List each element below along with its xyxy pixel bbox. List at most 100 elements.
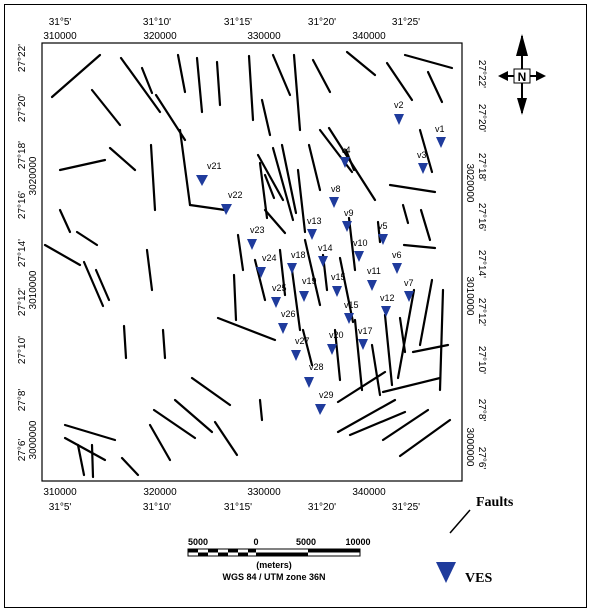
top-degree-label: 31°20' bbox=[308, 17, 336, 28]
fault-line bbox=[75, 230, 99, 247]
fault-line bbox=[76, 443, 86, 477]
ves-label: v22 bbox=[228, 190, 243, 200]
ves-marker bbox=[378, 234, 388, 245]
fault-line bbox=[258, 161, 269, 220]
ves-label: v11 bbox=[367, 266, 381, 276]
fault-line bbox=[385, 61, 414, 102]
top-degree-label: 31°15' bbox=[224, 17, 252, 28]
scale-tick: 5000 bbox=[296, 537, 316, 547]
north-arrow-icon: N bbox=[498, 34, 546, 115]
fault-line bbox=[263, 208, 287, 235]
fault-line bbox=[292, 53, 302, 132]
ves-label: v23 bbox=[250, 225, 265, 235]
fault-line bbox=[90, 443, 95, 479]
fault-line bbox=[418, 278, 434, 347]
ves-label: v10 bbox=[353, 238, 368, 248]
ves-label: v17 bbox=[358, 326, 373, 336]
bottom-utm-label: 310000 bbox=[43, 487, 77, 498]
fault-line bbox=[383, 313, 394, 387]
right-axis: 27°22' 27°20' 27°18' 27°16' 27°14' 27°12… bbox=[464, 60, 487, 469]
fault-line bbox=[301, 328, 314, 367]
scale-tick: 10000 bbox=[345, 537, 370, 547]
map-border bbox=[41, 42, 463, 482]
bottom-utm-label: 340000 bbox=[352, 487, 386, 498]
scale-unit: (meters) bbox=[256, 560, 292, 570]
fault-line bbox=[419, 208, 432, 242]
fault-line bbox=[119, 56, 162, 114]
ves-label: v29 bbox=[319, 390, 334, 400]
right-degree-label: 27°14' bbox=[476, 250, 487, 278]
fault-line bbox=[353, 318, 364, 392]
fault-line bbox=[145, 248, 154, 292]
ves-marker bbox=[327, 344, 337, 355]
fault-line bbox=[426, 70, 444, 104]
top-degree-label: 31°10' bbox=[143, 17, 171, 28]
ves-marker bbox=[367, 280, 377, 291]
left-axis: 27°22' 27°20' 27°18' 27°16' 27°14' 27°12… bbox=[17, 44, 39, 461]
right-degree-label: 27°6' bbox=[476, 447, 487, 470]
fault-line bbox=[236, 233, 245, 272]
fault-line bbox=[43, 243, 82, 267]
ves-marker bbox=[394, 114, 404, 125]
fault-line bbox=[381, 408, 430, 442]
fault-line bbox=[258, 398, 264, 422]
fault-line bbox=[370, 343, 382, 397]
ves-label: v26 bbox=[281, 309, 296, 319]
right-degree-label: 27°8' bbox=[476, 399, 487, 422]
fault-line bbox=[176, 53, 187, 94]
ves-marker bbox=[318, 256, 328, 267]
scale-tick: 5000 bbox=[188, 537, 208, 547]
ves-marker bbox=[278, 323, 288, 334]
ves-label: v20 bbox=[329, 330, 344, 340]
right-degree-label: 27°22' bbox=[476, 60, 487, 88]
fault-line bbox=[398, 418, 452, 458]
top-utm-label: 320000 bbox=[143, 31, 177, 42]
fault-line bbox=[122, 324, 128, 360]
fault-line bbox=[396, 288, 416, 380]
fault-line bbox=[50, 53, 102, 99]
legend-fault-line bbox=[449, 509, 471, 534]
ves-labels: v1 v2 v3 v4 v5 v6 v7 v8 v9 v10 v11 v12 v… bbox=[207, 100, 445, 400]
fault-line bbox=[148, 423, 172, 462]
left-utm-label: 3010000 bbox=[28, 270, 39, 309]
fault-line bbox=[216, 316, 277, 342]
fault-line bbox=[178, 128, 192, 207]
ves-label: v21 bbox=[207, 161, 222, 171]
ves-marker bbox=[332, 286, 342, 297]
fault-line bbox=[336, 398, 397, 434]
fault-line bbox=[188, 203, 227, 212]
fault-line bbox=[263, 173, 276, 200]
fault-lines bbox=[43, 50, 454, 479]
legend: Faults VES bbox=[436, 495, 514, 586]
fault-line bbox=[381, 376, 442, 394]
top-degree-label: 31°5' bbox=[49, 17, 72, 28]
legend-faults-label: Faults bbox=[476, 495, 514, 510]
fault-line bbox=[63, 436, 107, 462]
bottom-utm-label: 330000 bbox=[247, 487, 281, 498]
right-degree-label: 27°18' bbox=[476, 153, 487, 181]
fault-line bbox=[388, 183, 437, 194]
fault-line bbox=[149, 143, 157, 212]
ves-marker bbox=[381, 306, 391, 317]
left-degree-label: 27°22' bbox=[17, 44, 28, 72]
fault-line bbox=[280, 143, 298, 215]
fault-line bbox=[411, 343, 450, 354]
fault-line bbox=[215, 60, 222, 107]
left-utm-label: 3020000 bbox=[28, 156, 39, 195]
ves-marker bbox=[304, 377, 314, 388]
ves-label: v8 bbox=[331, 184, 341, 194]
fault-line bbox=[348, 410, 407, 437]
scale-bar: 5000 0 5000 10000 (meters) WGS 84 / UTM … bbox=[187, 537, 371, 582]
ves-markers bbox=[196, 114, 446, 415]
fault-line bbox=[338, 256, 355, 324]
bottom-degree-label: 31°5' bbox=[49, 502, 72, 513]
ves-label: v9 bbox=[344, 208, 354, 218]
top-utm-label: 310000 bbox=[43, 31, 77, 42]
ves-label: v15 bbox=[344, 300, 359, 310]
left-degree-label: 27°8' bbox=[17, 389, 28, 412]
top-utm-label: 330000 bbox=[247, 31, 281, 42]
ves-marker bbox=[392, 263, 402, 274]
legend-ves-label: VES bbox=[465, 571, 492, 586]
left-degree-label: 27°16' bbox=[17, 191, 28, 219]
